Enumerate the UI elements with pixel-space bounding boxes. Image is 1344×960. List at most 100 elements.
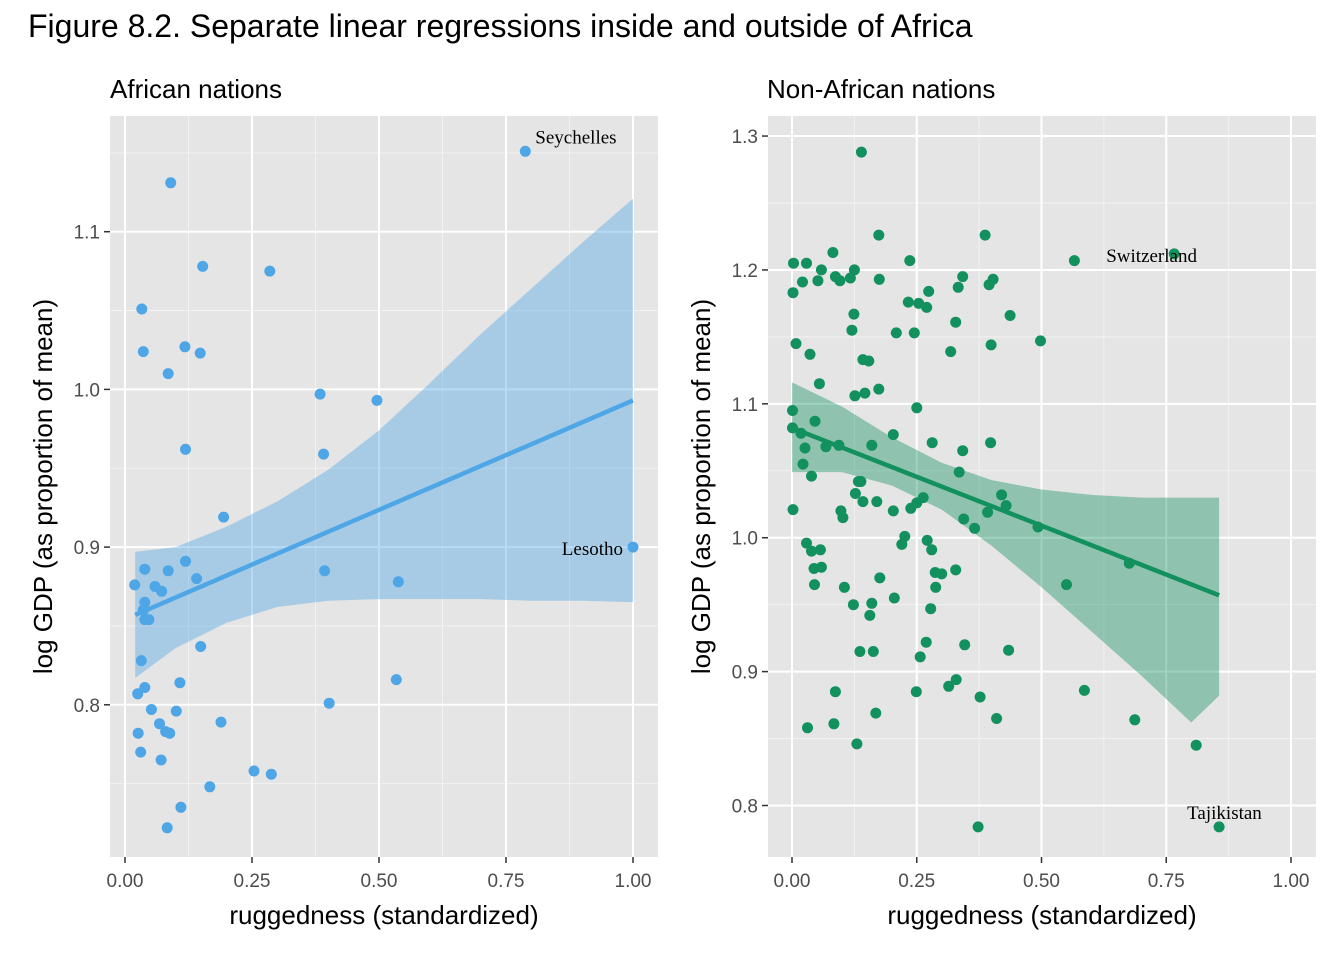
africa-point-label: Seychelles	[535, 127, 616, 148]
africa-data-point	[155, 754, 167, 766]
africa-x-tick-label: 0.50	[361, 871, 398, 892]
africa-x-tick-label: 0.25	[234, 871, 271, 892]
non-africa-data-point	[952, 281, 964, 293]
non-africa-data-point	[801, 537, 812, 549]
non-africa-data-point	[787, 405, 798, 416]
non-africa-data-point	[870, 707, 882, 719]
africa-x-tick-label: 0.00	[107, 871, 144, 892]
non-africa-data-point	[974, 691, 986, 703]
africa-data-point	[135, 746, 147, 758]
non-africa-data-point	[864, 609, 876, 621]
non-africa-data-point	[806, 470, 817, 482]
africa-y-tick-label: 1.0	[74, 380, 100, 401]
non-africa-data-point	[950, 316, 962, 328]
non-africa-data-point	[867, 646, 879, 657]
non-africa-data-point	[1129, 714, 1141, 726]
non-africa-data-point	[957, 271, 969, 283]
non-africa-data-point	[849, 488, 861, 499]
non-africa-x-axis-title: ruggedness (standardized)	[887, 900, 1196, 930]
non-africa-data-point	[957, 445, 969, 457]
non-africa-data-point	[837, 512, 849, 524]
non-africa-data-point	[926, 544, 938, 556]
non-africa-data-point	[848, 308, 860, 320]
non-africa-data-point	[788, 257, 799, 269]
non-africa-data-point	[851, 738, 863, 750]
non-africa-data-point	[979, 229, 991, 241]
non-africa-data-point	[787, 287, 799, 299]
non-africa-x-tick-label: 1.00	[1273, 871, 1310, 892]
non-africa-x-tick-label: 0.50	[1023, 871, 1060, 892]
non-africa-data-point	[985, 339, 997, 351]
non-africa-data-point	[790, 338, 802, 350]
non-africa-data-point	[1003, 644, 1015, 656]
non-africa-data-point	[887, 429, 899, 441]
africa-data-point	[323, 697, 335, 709]
africa-data-point	[179, 341, 191, 353]
africa-data-point	[174, 677, 186, 689]
africa-data-point	[137, 346, 149, 358]
africa-y-tick-label: 0.9	[74, 538, 100, 559]
africa-regression-line	[134, 398, 634, 617]
africa-x-tick-label: 0.75	[488, 871, 525, 892]
africa-data-point	[215, 716, 227, 728]
panel-african-nations: Seychelles Lesotho 0.00 0.25 0.50 0.75 1.00 0.8…	[28, 74, 658, 930]
africa-data-point	[132, 727, 144, 739]
africa-panel-title: African nations	[110, 74, 282, 104]
non-africa-data-point	[926, 437, 938, 449]
non-africa-data-point	[953, 466, 965, 478]
africa-data-point	[218, 511, 230, 523]
non-africa-data-point	[829, 686, 841, 698]
non-africa-data-point	[911, 402, 923, 414]
non-africa-data-point	[985, 437, 997, 449]
non-africa-data-point	[844, 272, 856, 284]
non-africa-data-point	[1213, 821, 1225, 833]
non-africa-y-tick-label: 1.3	[732, 127, 758, 148]
africa-data-point	[204, 781, 216, 793]
africa-data-point	[180, 443, 191, 455]
non-africa-data-point	[801, 257, 812, 269]
africa-data-point	[195, 641, 207, 652]
non-africa-data-point	[996, 489, 1008, 501]
non-africa-data-point	[854, 646, 866, 657]
non-africa-data-point	[866, 439, 878, 451]
non-africa-data-point	[1035, 335, 1046, 347]
non-africa-y-axis-title: log GDP (as proportion of mean)	[686, 299, 716, 674]
non-africa-data-point	[958, 513, 970, 525]
non-africa-data-point	[859, 387, 871, 399]
non-africa-data-point	[799, 442, 811, 454]
africa-data-point	[197, 260, 209, 272]
non-africa-data-point	[852, 476, 864, 487]
non-africa-data-point	[847, 599, 859, 611]
africa-data-point	[135, 655, 147, 667]
africa-panel-background	[110, 116, 658, 857]
non-africa-data-point	[1004, 310, 1016, 321]
non-africa-data-point	[888, 592, 900, 604]
africa-data-point	[154, 718, 165, 730]
non-africa-panel-title: Non-African nations	[767, 74, 995, 104]
africa-data-point	[136, 303, 148, 315]
non-africa-data-point	[925, 603, 937, 615]
non-africa-data-point	[950, 564, 962, 576]
non-africa-data-point	[1190, 739, 1202, 751]
africa-data-point	[145, 704, 157, 715]
non-africa-data-point	[959, 639, 971, 651]
non-africa-data-point	[849, 390, 861, 402]
non-africa-data-point	[969, 522, 981, 534]
africa-x-axis-title: ruggedness (standardized)	[229, 900, 538, 930]
non-africa-data-point	[809, 415, 821, 427]
africa-y-tick-label: 1.1	[74, 223, 100, 244]
non-africa-data-point	[1068, 255, 1080, 267]
africa-data-point	[164, 727, 176, 739]
non-africa-data-point	[904, 255, 916, 267]
africa-data-point	[371, 394, 383, 406]
non-africa-data-point	[1061, 579, 1072, 591]
non-africa-data-point	[802, 722, 813, 734]
africa-data-point	[143, 614, 155, 626]
non-africa-data-point	[930, 581, 942, 593]
africa-data-point	[156, 585, 168, 597]
non-africa-point-label: Tajikistan	[1187, 803, 1262, 824]
africa-data-point	[519, 145, 531, 157]
non-africa-data-point	[921, 301, 933, 313]
non-africa-data-point	[982, 506, 994, 518]
